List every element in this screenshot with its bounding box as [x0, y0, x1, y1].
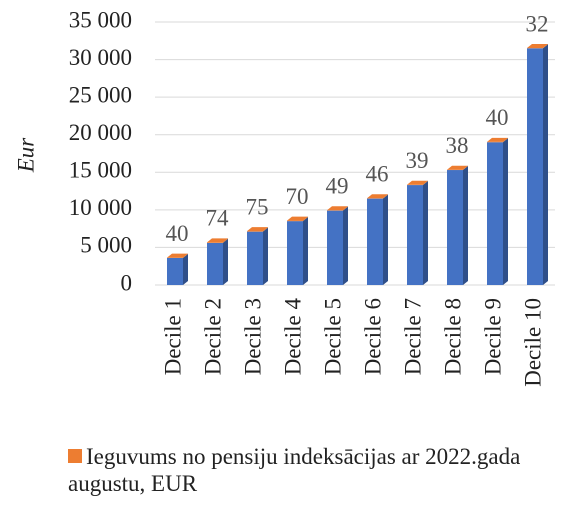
bar-side — [303, 217, 308, 285]
bar-segment — [247, 231, 263, 285]
x-tick-label: Decile 9 — [480, 298, 505, 375]
x-tick-label: Decile 6 — [360, 298, 385, 375]
bar-segment — [247, 231, 263, 232]
x-tick-label: Decile 2 — [200, 298, 225, 375]
bar-side — [503, 137, 508, 143]
bar-segment — [327, 210, 343, 285]
bar-top — [287, 216, 308, 221]
y-tick-label: 0 — [121, 270, 133, 295]
bar-side — [183, 253, 188, 258]
data-label: 46 — [366, 162, 389, 187]
x-tick-label: Decile 1 — [160, 298, 185, 375]
bar-side — [343, 206, 348, 211]
bar-segment — [207, 242, 223, 243]
bar-side — [263, 227, 268, 232]
y-tick-label: 20 000 — [69, 120, 132, 145]
bar-segment — [447, 170, 463, 285]
legend: Ieguvums no pensiju indeksācijas ar 2022… — [68, 443, 538, 497]
bar-side — [303, 216, 308, 222]
bar-side — [183, 253, 188, 285]
bar-segment — [487, 142, 503, 285]
y-tick-label: 5 000 — [80, 233, 132, 258]
bar-top — [247, 227, 268, 232]
legend-label: Ieguvums no pensiju indeksācijas ar 2022… — [68, 444, 521, 496]
x-tick-label: Decile 7 — [400, 298, 425, 375]
bar-segment — [207, 242, 223, 285]
x-tick-label: Decile 8 — [440, 298, 465, 375]
y-tick-label: 10 000 — [69, 195, 132, 220]
bar-side — [223, 238, 228, 285]
bar-side — [543, 44, 548, 49]
bar-side — [383, 194, 388, 199]
y-tick-label: 25 000 — [69, 82, 132, 107]
bar-top — [327, 206, 348, 211]
data-label: 39 — [406, 148, 429, 173]
bar-side — [383, 194, 388, 285]
y-tick-label: 15 000 — [69, 158, 132, 183]
y-tick-label: 30 000 — [69, 45, 132, 70]
bar-side — [463, 165, 468, 171]
x-tick-label: Decile 4 — [280, 298, 305, 376]
bar-side — [503, 138, 508, 285]
bar-segment — [287, 220, 303, 222]
y-axis-label: Eur — [13, 137, 38, 174]
bar-side — [263, 227, 268, 285]
bar-side — [543, 44, 548, 285]
bar-segment — [367, 198, 383, 285]
bar-side — [223, 238, 228, 243]
bar-top — [447, 165, 468, 170]
bar-top — [367, 194, 388, 199]
data-label: 32 — [526, 11, 549, 36]
bar-side — [423, 181, 428, 285]
chart: Eur 0 5 000 10 000 15 000 20 000 25 000 30 000… — [13, 7, 555, 387]
bar-top — [487, 137, 508, 142]
data-label: 40 — [166, 221, 189, 246]
bar-segment — [167, 257, 183, 285]
data-label: 38 — [446, 133, 469, 158]
data-label: 75 — [246, 194, 269, 219]
x-tick-label: Decile 5 — [320, 298, 345, 375]
legend-swatch — [68, 449, 82, 463]
data-label: 74 — [206, 206, 230, 231]
x-tick-label: Decile 10 — [520, 298, 545, 387]
bar-side — [463, 166, 468, 285]
bar-top — [207, 238, 228, 243]
bar-segment — [527, 48, 543, 285]
bar-top — [527, 44, 548, 49]
data-label: 40 — [486, 105, 509, 130]
data-label: 49 — [326, 174, 349, 199]
bar-top — [167, 253, 188, 258]
y-tick-label: 35 000 — [69, 7, 132, 32]
data-label: 70 — [286, 184, 309, 209]
bar-top — [407, 180, 428, 185]
bar-side — [423, 180, 428, 186]
x-tick-label: Decile 3 — [240, 298, 265, 375]
bar-side — [343, 206, 348, 285]
bar-segment — [407, 185, 423, 285]
bar-segment — [287, 221, 303, 285]
